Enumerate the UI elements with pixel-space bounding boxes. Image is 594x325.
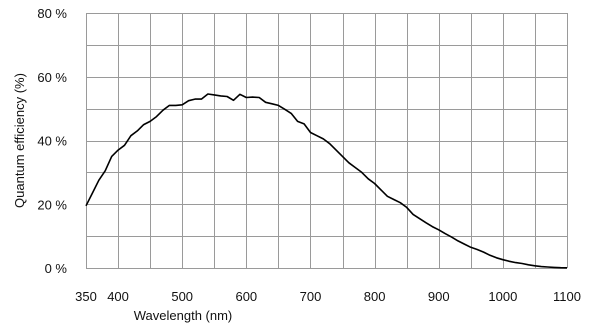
qe-curve bbox=[85, 93, 568, 269]
y-axis-title: Quantum efficiency (%) bbox=[12, 73, 27, 208]
y-tick-label: 40 % bbox=[37, 134, 67, 149]
x-tick-label: 500 bbox=[171, 289, 193, 304]
x-tick-label: 600 bbox=[235, 289, 257, 304]
y-tick-label: 0 % bbox=[45, 261, 68, 276]
series-layer bbox=[85, 93, 568, 269]
x-tick-label: 1100 bbox=[553, 289, 581, 304]
x-tick-label: 700 bbox=[300, 289, 322, 304]
y-tick-label: 80 % bbox=[37, 6, 67, 21]
x-tick-label: 400 bbox=[107, 289, 129, 304]
x-tick-label: 1000 bbox=[488, 289, 517, 304]
x-tick-label: 900 bbox=[428, 289, 450, 304]
x-tick-label: 800 bbox=[364, 289, 386, 304]
x-tick-label: 350 bbox=[75, 289, 97, 304]
grid bbox=[86, 13, 568, 269]
x-axis-title: Wavelength (nm) bbox=[134, 308, 233, 323]
y-tick-label: 20 % bbox=[37, 197, 67, 212]
tick-labels: 350 400 500 600 700 800 900 1000 1100 0 % 20 % 40 %… bbox=[37, 6, 581, 304]
y-tick-label: 60 % bbox=[37, 70, 67, 85]
